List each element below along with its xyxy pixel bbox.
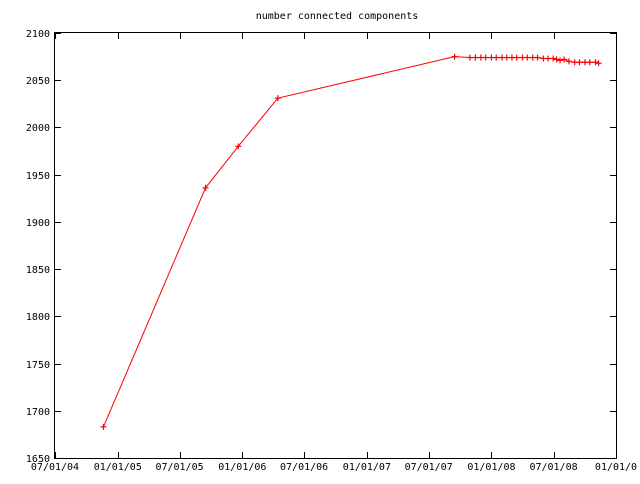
data-point	[553, 56, 560, 63]
data-point	[524, 54, 531, 61]
x-tick-label: 01/01/06	[218, 462, 266, 473]
x-tick-label: 07/01/05	[155, 462, 203, 473]
data-point	[576, 59, 583, 66]
data-point	[595, 60, 602, 67]
data-point	[274, 95, 281, 102]
x-tick-label: 07/01/06	[280, 462, 328, 473]
y-tick-label: 1950	[26, 171, 50, 182]
data-point	[202, 184, 209, 191]
data-point	[472, 54, 479, 61]
data-point	[235, 143, 242, 150]
x-tick-label: 07/01/04	[31, 462, 79, 473]
y-tick-label: 2050	[26, 76, 50, 87]
y-tick-label: 1650	[26, 454, 50, 465]
data-point	[482, 54, 489, 61]
data-point	[545, 55, 552, 62]
data-point	[561, 56, 568, 63]
y-tick-label: 1800	[26, 312, 50, 323]
y-tick-label: 2000	[26, 123, 50, 134]
chart-title: number connected components	[256, 11, 419, 22]
x-tick-label: 07/01/08	[529, 462, 577, 473]
data-point	[493, 54, 500, 61]
data-point	[466, 54, 473, 61]
series-layer	[100, 53, 602, 430]
x-tick-label: 01/01/05	[94, 462, 142, 473]
x-tick-label: 07/01/07	[405, 462, 453, 473]
data-point	[565, 58, 572, 65]
x-tick-label: 01/01/0	[595, 462, 637, 473]
plot-frame	[54, 32, 617, 459]
y-tick-label: 1700	[26, 407, 50, 418]
y-tick-label: 2100	[26, 29, 50, 40]
data-point	[503, 54, 510, 61]
data-point	[100, 423, 107, 430]
data-point	[550, 55, 557, 62]
data-point	[592, 59, 599, 66]
y-tick-label: 1750	[26, 360, 50, 371]
data-point	[534, 54, 541, 61]
x-axis: 07/01/04 01/01/05 07/01/05 01/01/06 07/01/06…	[31, 33, 637, 473]
x-tick-label: 01/01/08	[467, 462, 515, 473]
y-tick-label: 1850	[26, 265, 50, 276]
series-line	[103, 56, 599, 428]
data-point	[557, 57, 564, 64]
data-point	[586, 59, 593, 66]
data-point	[451, 53, 458, 60]
x-tick-label: 01/01/07	[343, 462, 391, 473]
y-tick-label: 1900	[26, 218, 50, 229]
data-point	[513, 54, 520, 61]
y-axis: 1650 1700 1750 1800 1850 1900 1950 2000 2050 2100	[26, 29, 616, 465]
